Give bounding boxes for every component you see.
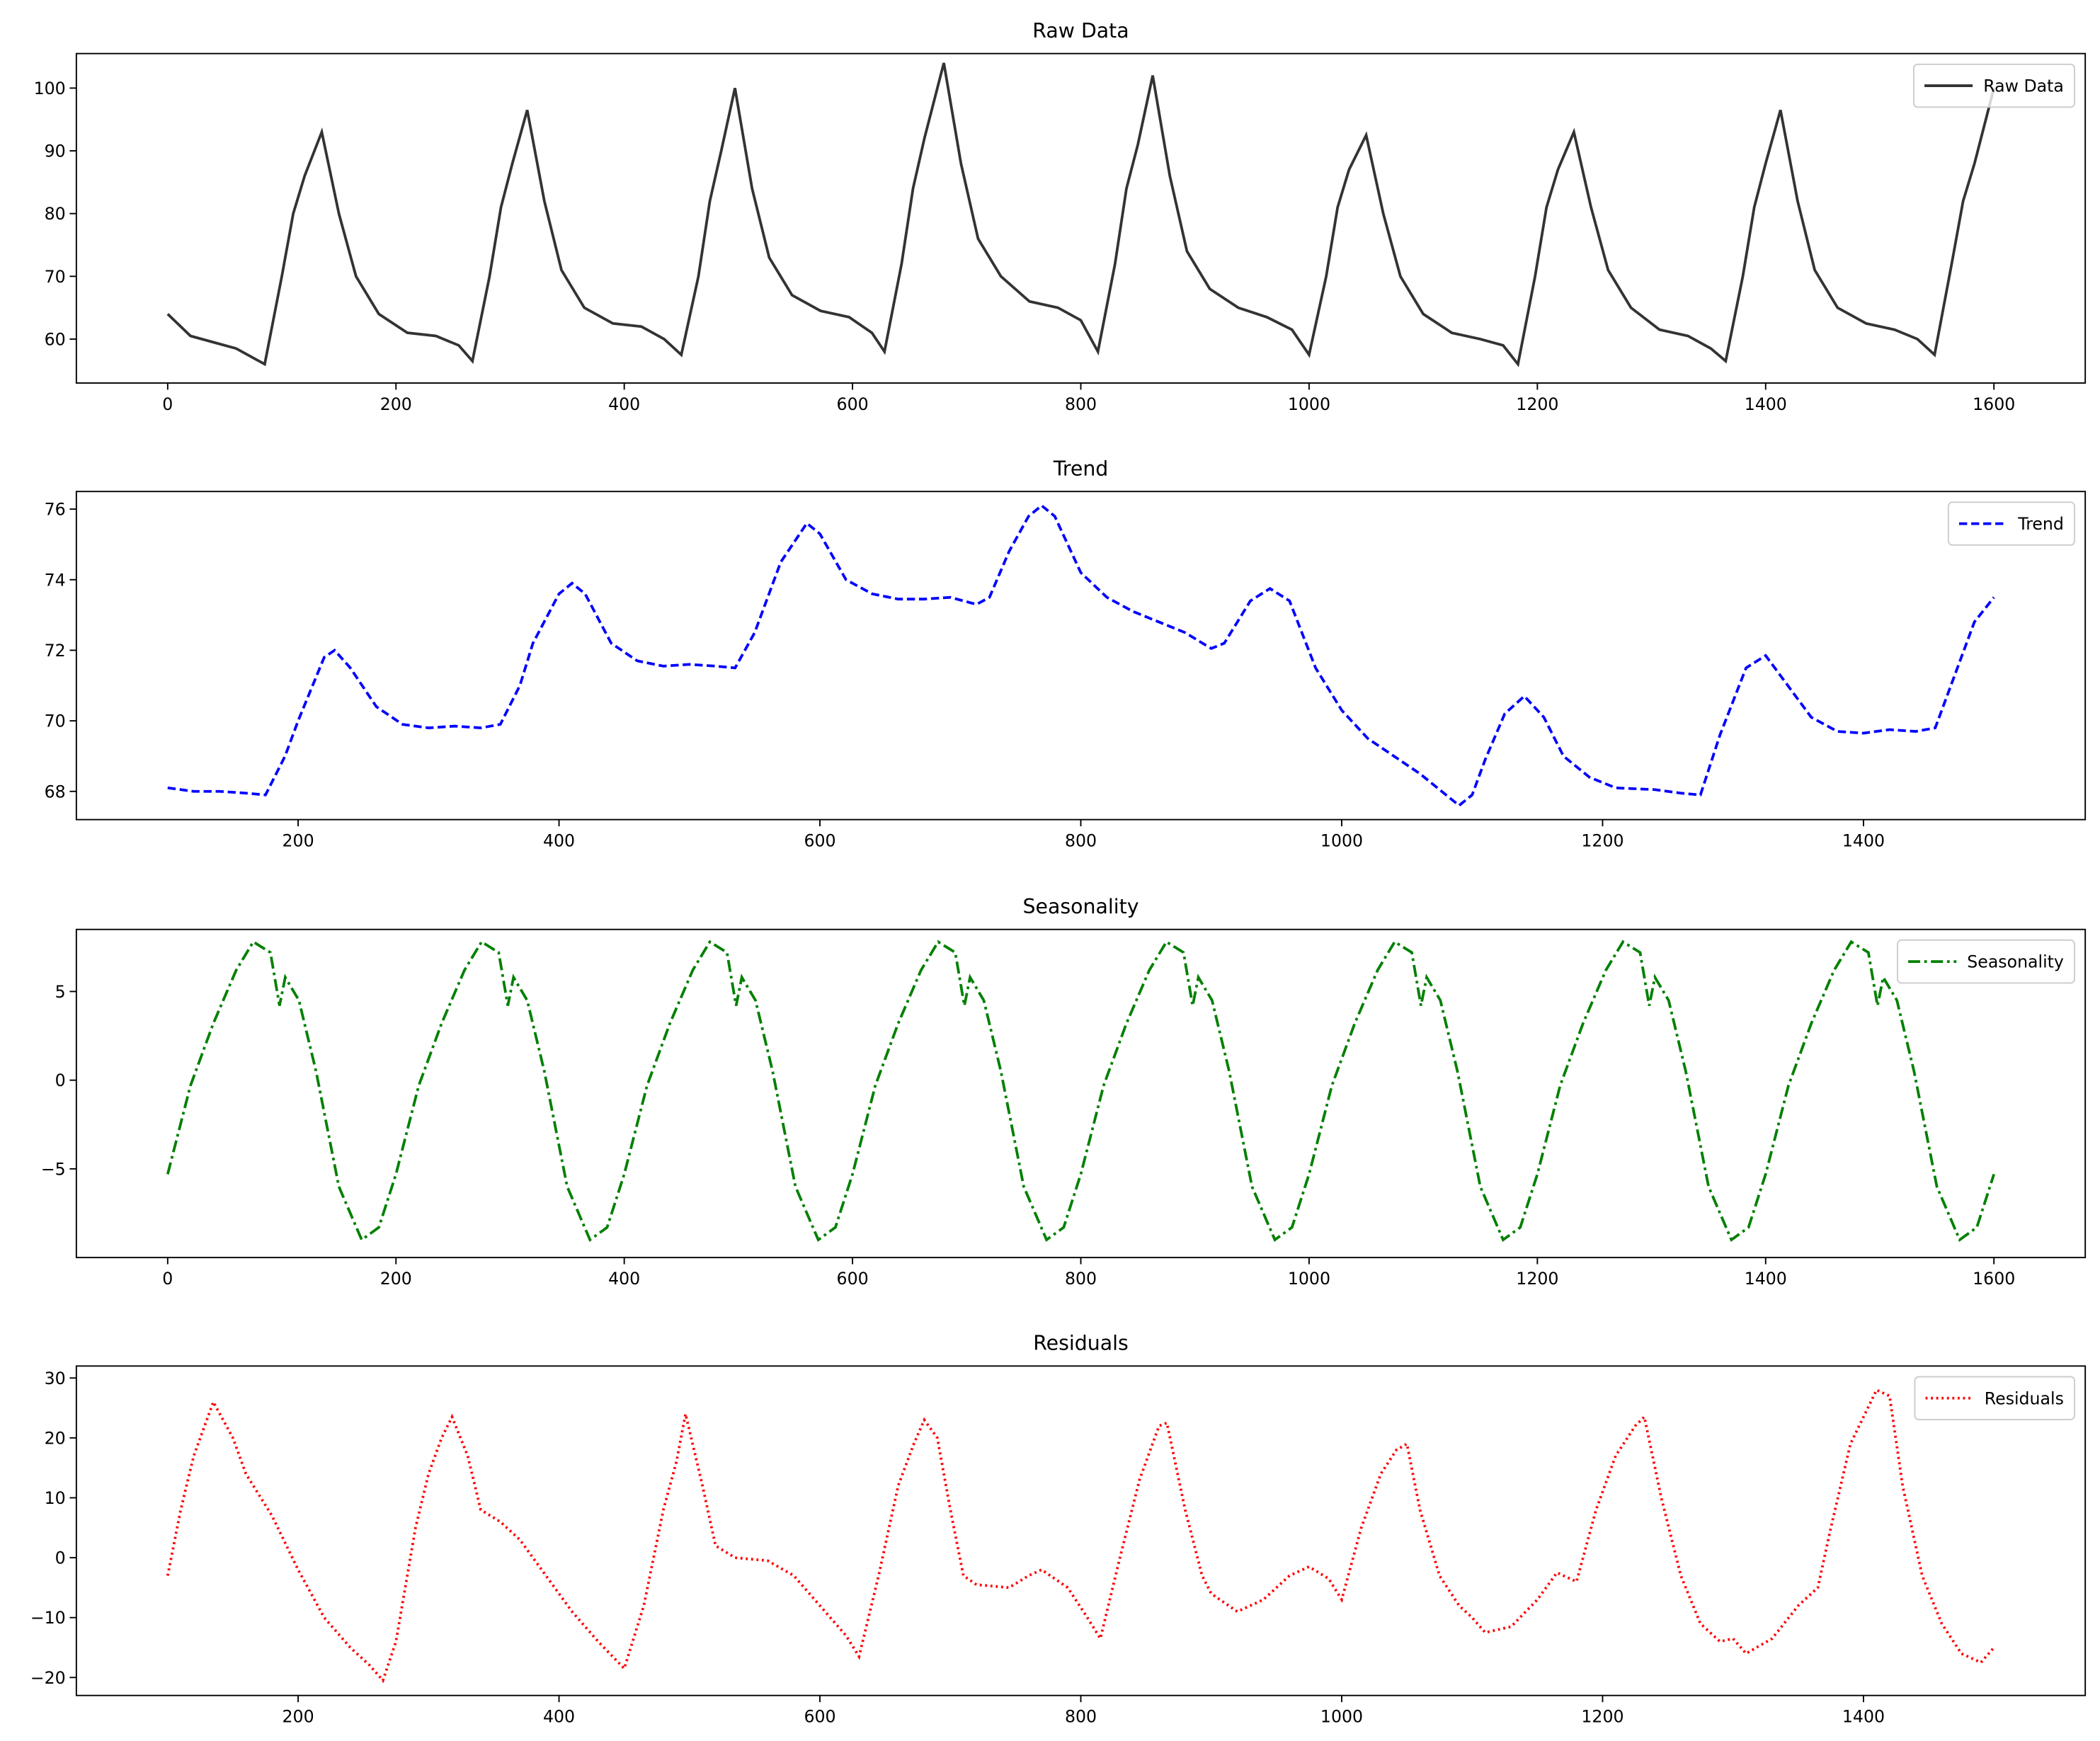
subplot: Raw Data 0 200 400 600 800 1000 1200 1400 1600 60 7… [34, 19, 2087, 414]
data-line [166, 62, 1996, 367]
x-tick-label: 0 [162, 394, 173, 414]
y-tick-label: 74 [45, 570, 66, 590]
legend-box [1947, 501, 2075, 546]
x-tick-label: 400 [543, 1707, 575, 1727]
x-tick-label: 800 [1065, 394, 1097, 414]
x-tick-label: 1000 [1320, 1707, 1363, 1727]
x-tick-label: 0 [162, 1269, 173, 1289]
legend: Seasonality [1896, 939, 2075, 984]
x-tick-label: 1400 [1842, 830, 1885, 850]
x-tick-label: 200 [380, 394, 412, 414]
x-tick-label: 200 [283, 830, 314, 850]
x-tick-label: 1000 [1320, 830, 1363, 850]
x-tick-label: 1200 [1516, 1269, 1558, 1289]
legend-box [1914, 1376, 2075, 1420]
y-tick-label: 80 [45, 204, 66, 224]
x-tick-label: 1200 [1516, 394, 1558, 414]
axes-frame [75, 52, 2087, 384]
x-tick-label: 200 [380, 1269, 412, 1289]
y-tick-label: 5 [55, 982, 66, 1002]
legend: Residuals [1914, 1376, 2075, 1420]
legend: Raw Data [1912, 63, 2075, 108]
legend-box [1896, 939, 2075, 984]
x-tick-label: 600 [837, 1269, 869, 1289]
y-tick-label: −20 [30, 1668, 66, 1688]
y-tick-label: −5 [41, 1159, 66, 1179]
y-tick-label: 68 [45, 782, 66, 801]
data-line [166, 1388, 1995, 1684]
x-tick-label: 600 [804, 1707, 835, 1727]
y-tick-label: 10 [45, 1488, 66, 1508]
legend-box [1912, 63, 2075, 108]
y-tick-label: 0 [55, 1071, 66, 1090]
x-tick-label: 1200 [1581, 1707, 1623, 1727]
chart-title: Residuals [1033, 1332, 1129, 1355]
legend-label: Seasonality [1967, 952, 2064, 972]
x-tick-label: 800 [1065, 1269, 1097, 1289]
legend-label: Trend [2017, 514, 2064, 534]
y-tick-label: 72 [45, 641, 66, 661]
y-tick-label: −10 [30, 1608, 66, 1628]
plot-area [166, 62, 1996, 367]
x-tick-label: 600 [804, 830, 835, 850]
x-tick-label: 1400 [1842, 1707, 1885, 1727]
y-tick-label: 90 [45, 142, 66, 161]
subplot: Trend 200 400 600 800 1000 1200 1400 68 70 72 74 76 T… [45, 457, 2087, 850]
x-tick-label: 1000 [1288, 394, 1330, 414]
x-tick-label: 800 [1065, 1707, 1097, 1727]
chart-title: Trend [1053, 457, 1109, 480]
subplot: Residuals 200 400 600 800 1000 1200 1400 −20 −10 0… [30, 1332, 2087, 1727]
x-tick-label: 1200 [1581, 830, 1623, 850]
plot-area [166, 940, 1995, 1243]
y-tick-label: 70 [45, 712, 66, 731]
x-tick-label: 1000 [1288, 1269, 1330, 1289]
subplot: Seasonality 0 200 400 600 800 1000 1200 1400 1600… [41, 895, 2087, 1289]
y-tick-label: 76 [45, 500, 66, 520]
y-tick-label: 100 [34, 79, 66, 98]
y-tick-label: 20 [45, 1428, 66, 1448]
y-tick-label: 30 [45, 1369, 66, 1388]
legend-label: Raw Data [1983, 76, 2064, 96]
x-tick-label: 600 [837, 394, 869, 414]
x-tick-label: 400 [543, 830, 575, 850]
chart-title: Raw Data [1032, 19, 1129, 42]
data-line [167, 503, 1995, 808]
chart-title: Seasonality [1023, 895, 1139, 918]
axes-frame [75, 928, 2087, 1259]
data-line [166, 940, 1995, 1243]
x-tick-label: 400 [608, 394, 640, 414]
x-tick-label: 400 [608, 1269, 640, 1289]
x-tick-label: 800 [1065, 830, 1097, 850]
x-tick-label: 1400 [1745, 394, 1787, 414]
legend: Trend [1947, 501, 2075, 546]
y-tick-label: 0 [55, 1548, 66, 1568]
x-tick-label: 200 [283, 1707, 314, 1727]
x-tick-label: 1400 [1745, 1269, 1787, 1289]
legend-label: Residuals [1985, 1388, 2064, 1408]
plot-area [166, 1388, 1995, 1684]
plot-area [167, 503, 1995, 808]
x-tick-label: 1600 [1973, 1269, 2015, 1289]
y-tick-label: 70 [45, 267, 66, 287]
axes-frame [75, 491, 2087, 821]
axes-frame [75, 1365, 2087, 1696]
y-tick-label: 60 [45, 329, 66, 349]
x-tick-label: 1600 [1973, 394, 2015, 414]
